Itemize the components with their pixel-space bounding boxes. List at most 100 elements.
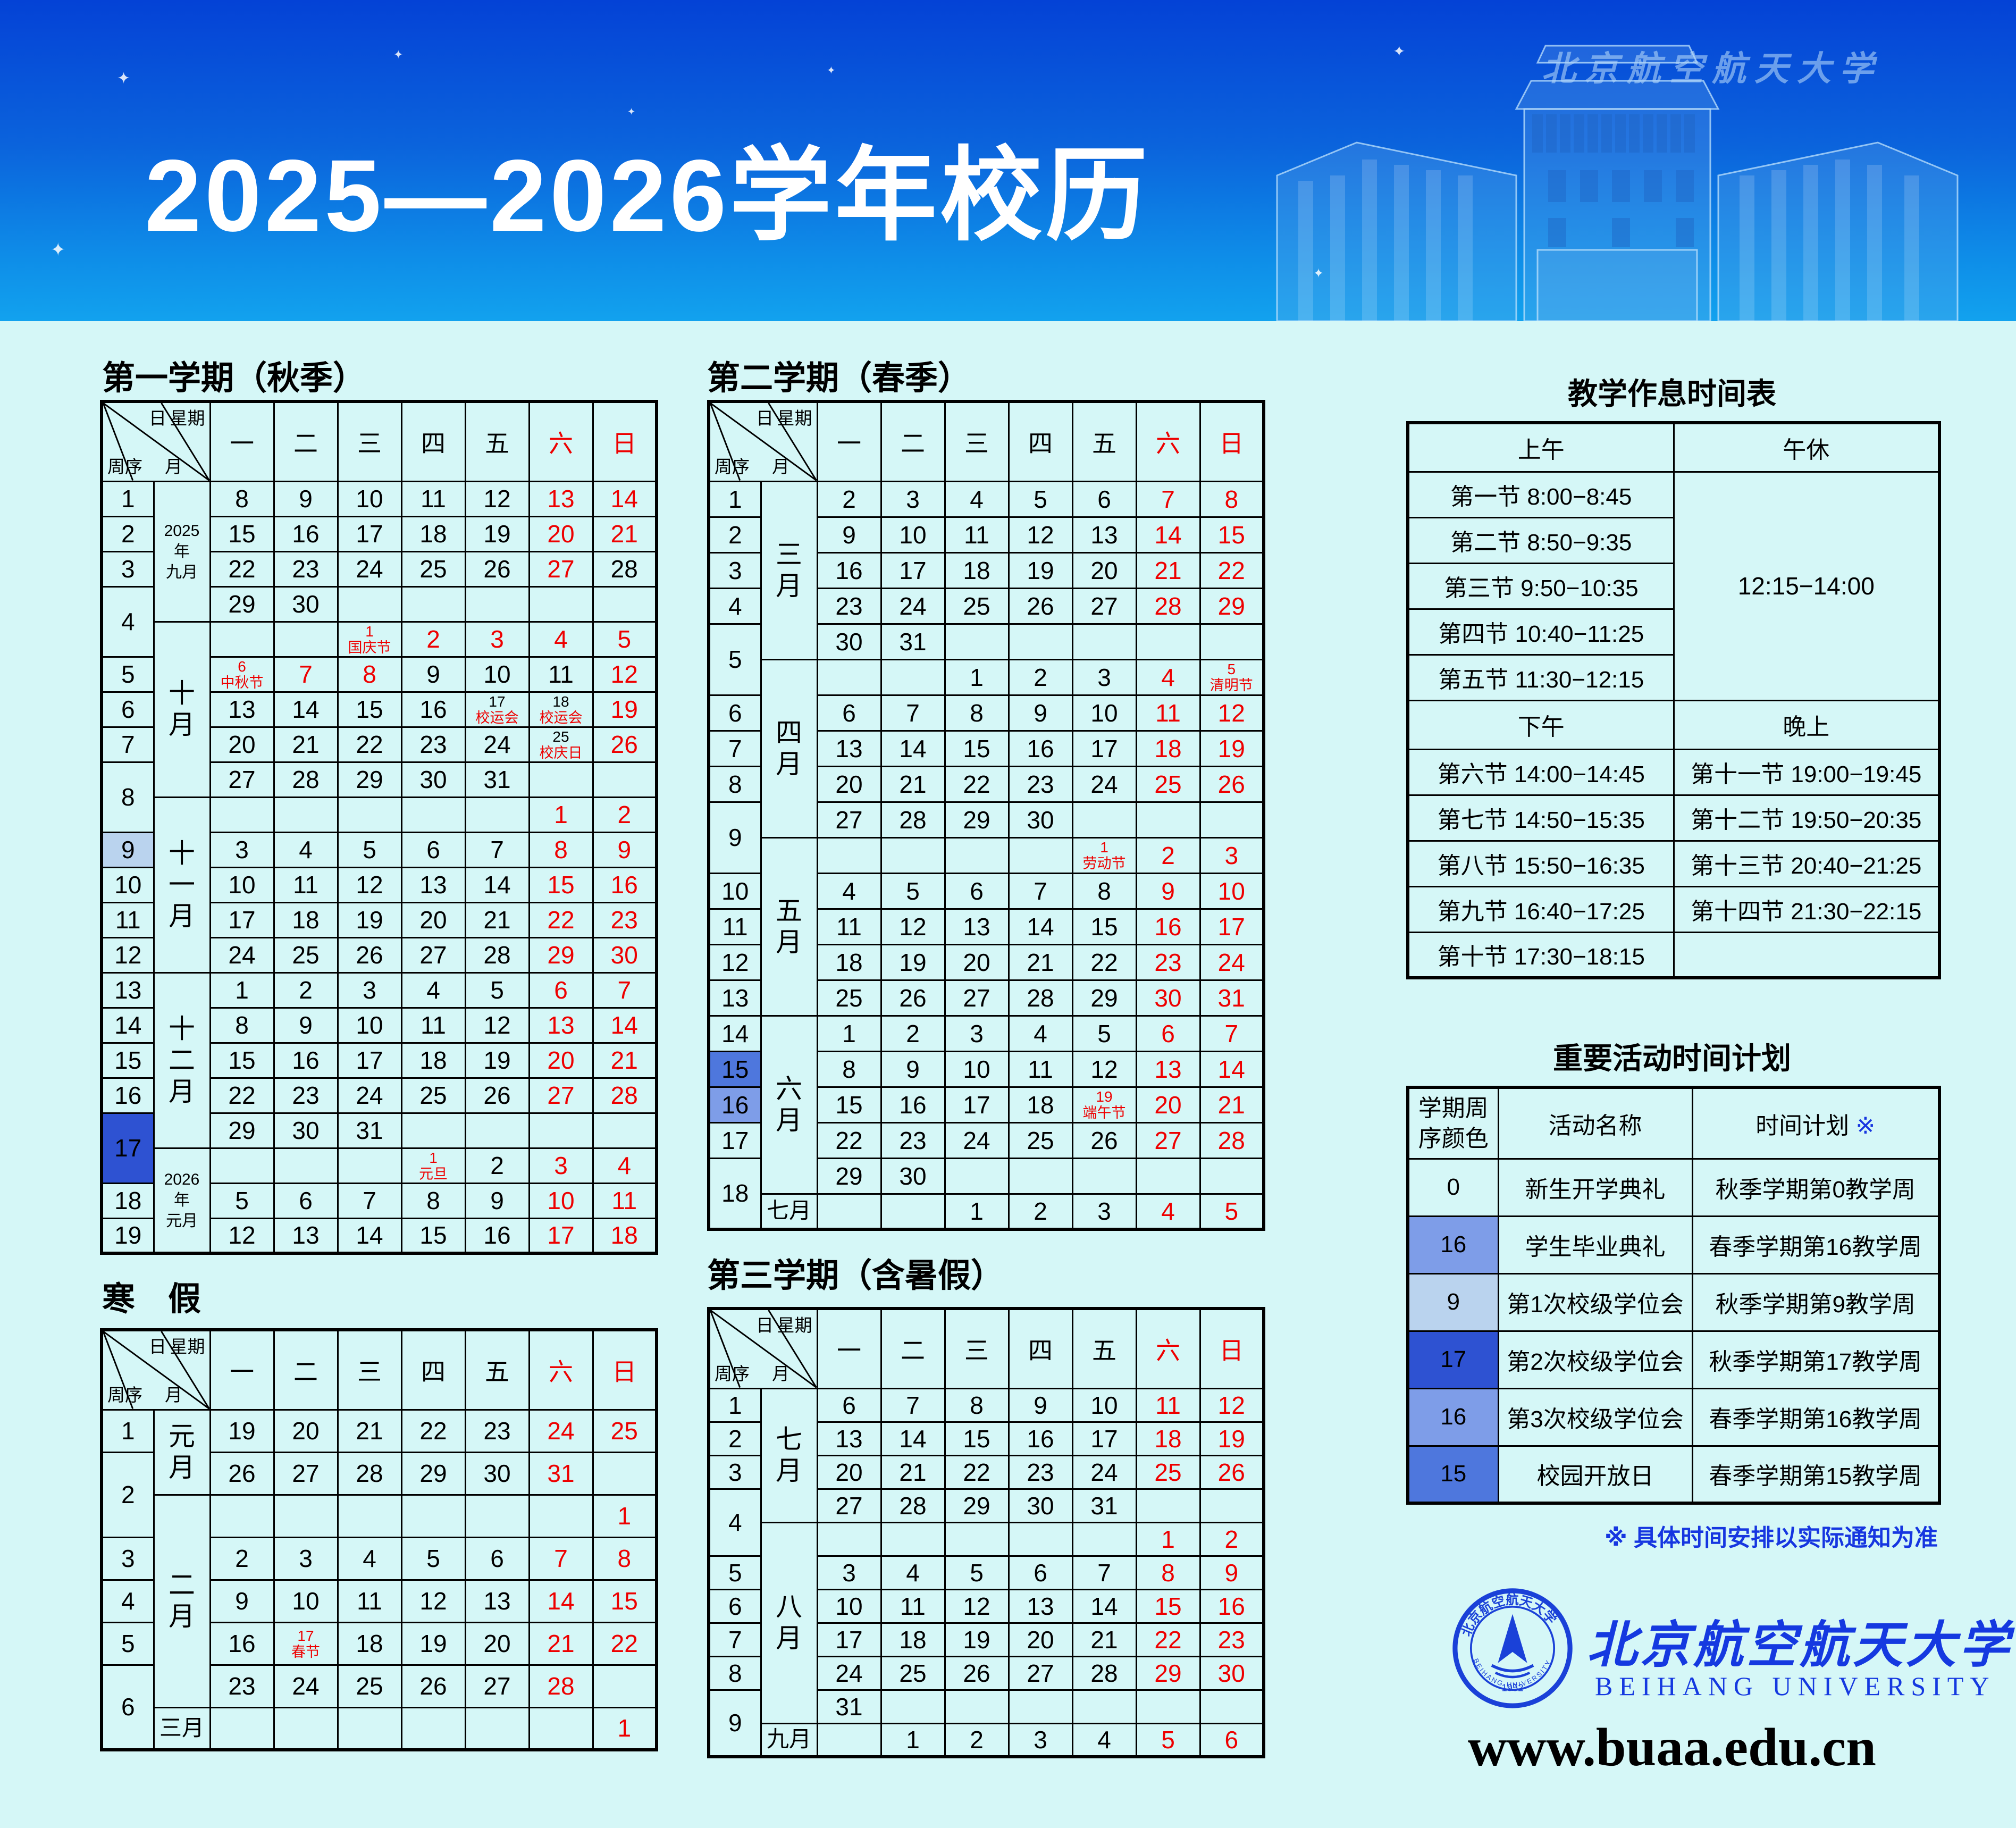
day-cell: 16 — [1007, 729, 1073, 767]
day-cell: 6 — [816, 1387, 882, 1423]
day-cell: 5 — [1135, 1722, 1201, 1758]
weekday-header: 日 — [1199, 1307, 1265, 1389]
corner-label-week: 星期 — [170, 408, 205, 428]
day-cell-holiday: 1 劳动节 — [1071, 836, 1137, 874]
schedule-period-cell: 第十一节 19:00−19:45 — [1673, 748, 1941, 796]
day-cell — [944, 1689, 1010, 1724]
day-cell: 24 — [944, 1121, 1010, 1159]
day-cell: 7 — [1199, 1014, 1265, 1052]
day-cell-holiday: 17 春节 — [273, 1621, 339, 1666]
day-cell: 31 — [1071, 1488, 1137, 1523]
week-number-cell: 8 — [100, 761, 155, 833]
day-cell: 30 — [880, 1157, 946, 1195]
month-label-cell: 十一月 — [153, 796, 211, 974]
day-cell — [944, 1157, 1010, 1195]
activity-time-cell: 秋季学期第17教学周 — [1691, 1330, 1941, 1389]
day-cell — [816, 836, 882, 874]
day-cell: 10 — [337, 1007, 402, 1044]
schedule-section-header: 午休 — [1673, 422, 1941, 473]
activity-time-cell: 秋季学期第0教学周 — [1691, 1158, 1941, 1217]
sparkle-icon: ✦ — [1313, 266, 1324, 281]
activities-table-title: 重要活动时间计划 — [1553, 1042, 1791, 1075]
month-label-cell: 三月 — [153, 1706, 211, 1751]
day-cell — [464, 796, 530, 833]
day-cell: 5 — [1199, 1193, 1265, 1230]
activity-name-cell: 第3次校级学位会 — [1497, 1387, 1693, 1447]
day-cell — [816, 1193, 882, 1230]
day-cell: 1 — [944, 658, 1010, 696]
day-cell: 11 — [880, 1588, 946, 1624]
corner-label-day: 日 — [756, 408, 774, 428]
day-cell: 28 — [528, 1664, 594, 1708]
day-cell: 17 — [209, 901, 275, 938]
day-cell: 2 — [1135, 836, 1201, 874]
day-cell: 4 — [337, 1536, 402, 1581]
day-cell: 23 — [1007, 765, 1073, 803]
day-cell: 15 — [1135, 1588, 1201, 1624]
day-cell: 29 — [337, 761, 402, 798]
day-cell: 1 — [816, 1014, 882, 1052]
day-cell: 23 — [273, 1077, 339, 1114]
week-number-cell: 10 — [708, 872, 762, 910]
corner-label-day: 日 — [149, 408, 166, 428]
weekday-header: 六 — [1135, 1307, 1201, 1389]
day-cell: 16 — [816, 551, 882, 589]
activity-row: 17 第2次校级学位会 秋季学期第17教学周 — [1407, 1330, 1941, 1389]
day-cell: 23 — [400, 726, 466, 763]
day-cell: 18 — [273, 901, 339, 938]
day-cell: 7 — [464, 831, 530, 868]
day-cell: 6 — [1071, 480, 1137, 518]
day-cell: 9 — [273, 1007, 339, 1044]
day-cell — [1199, 801, 1265, 838]
day-cell: 6 — [1199, 1722, 1265, 1758]
day-cell: 31 — [464, 761, 530, 798]
day-cell: 27 — [1007, 1655, 1073, 1691]
day-cell: 25 — [400, 550, 466, 588]
autumn-calendar: 日星期 周序月一二三四五六日 1 2025 年九月 8 9 10 11 12 13 14 2 15 16 1… — [100, 400, 658, 1255]
day-cell: 21 — [1007, 943, 1073, 981]
day-cell — [816, 658, 882, 696]
day-cell: 12 — [464, 1007, 530, 1044]
day-cell: 20 — [816, 1454, 882, 1490]
month-label-cell: 八月 — [760, 1521, 818, 1724]
day-cell: 26 — [1199, 1454, 1265, 1490]
day-cell: 26 — [464, 550, 530, 588]
month-label-cell: 七月 — [760, 1193, 818, 1230]
week-number-cell: 9 — [708, 1689, 762, 1758]
day-cell: 7 — [880, 1387, 946, 1423]
schedule-period-cell — [1673, 931, 1941, 979]
day-cell — [1135, 1157, 1201, 1195]
day-cell: 9 — [592, 831, 658, 868]
schedule-period-cell: 第五节 11:30−12:15 — [1407, 653, 1675, 701]
day-cell: 28 — [1071, 1655, 1137, 1691]
day-cell: 3 — [1007, 1722, 1073, 1758]
day-cell — [209, 620, 275, 658]
day-cell: 13 — [528, 480, 594, 517]
month-label-cell: 九月 — [760, 1722, 818, 1758]
day-cell: 24 — [464, 726, 530, 763]
day-cell: 3 — [944, 1014, 1010, 1052]
day-cell: 18 — [880, 1622, 946, 1657]
day-cell: 30 — [1007, 801, 1073, 838]
day-cell: 23 — [273, 550, 339, 588]
day-cell — [273, 1706, 339, 1751]
day-cell: 8 — [1071, 872, 1137, 910]
day-cell: 24 — [337, 550, 402, 588]
sparkle-icon: ✦ — [1111, 177, 1119, 186]
day-cell: 15 — [400, 1217, 466, 1254]
day-cell: 3 — [1071, 1193, 1137, 1230]
day-cell: 28 — [880, 1488, 946, 1523]
day-cell — [400, 585, 466, 623]
day-cell: 7 — [1007, 872, 1073, 910]
weekday-header: 一 — [816, 400, 882, 482]
day-cell — [209, 1494, 275, 1538]
day-cell — [592, 1112, 658, 1149]
day-cell: 8 — [209, 480, 275, 517]
day-cell: 23 — [1199, 1622, 1265, 1657]
day-cell: 11 — [592, 1182, 658, 1219]
day-cell: 9 — [209, 1579, 275, 1623]
day-cell: 14 — [273, 691, 339, 728]
day-cell: 16 — [400, 691, 466, 728]
month-label-cell: 2026 年元月 — [153, 1147, 211, 1254]
day-cell: 26 — [880, 979, 946, 1017]
